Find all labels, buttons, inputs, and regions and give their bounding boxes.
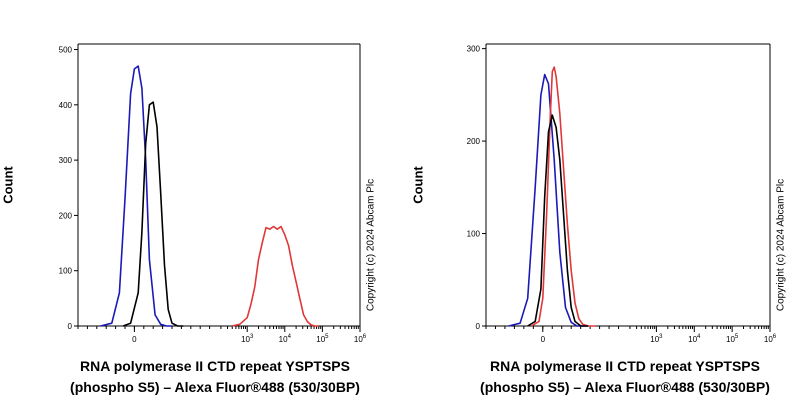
x-axis-label-line2: (phospho S5) – Alexa Fluor®488 (530/30BP… — [480, 379, 770, 395]
x-tick-label: 106 — [354, 334, 367, 344]
y-tick-label: 0 — [476, 322, 481, 331]
series-line-blue — [100, 65, 172, 327]
x-tick-exponent: 6 — [773, 334, 777, 340]
series-line-red — [232, 225, 319, 327]
y-tick-label: 500 — [59, 46, 73, 55]
x-tick-exponent: 4 — [288, 334, 292, 340]
histogram-chart-left: 0 100 200 300 400 500 0 103 104 105 106 — [59, 43, 367, 344]
x-axis-label-line1: RNA polymerase II CTD repeat YSPTSPS — [490, 358, 760, 374]
x-tick-exponent: 6 — [363, 334, 367, 340]
series-line-blue — [508, 73, 589, 327]
x-axis-label-line2: (phospho S5) – Alexa Fluor®488 (530/30BP… — [70, 379, 360, 395]
x-tick-exponent: 4 — [697, 334, 701, 340]
y-tick-label: 200 — [59, 211, 73, 220]
histogram-panel-right: Count 0 100 200 300 0 103 104 105 106 Copyright … — [410, 0, 800, 400]
x-tick-label: 103 — [241, 334, 254, 344]
x-tick-label: 105 — [726, 334, 739, 344]
series-line-black — [122, 101, 184, 327]
x-tick-label: 105 — [316, 334, 329, 344]
x-tick-label: 104 — [688, 334, 701, 344]
x-tick-label: 0 — [541, 335, 546, 344]
y-tick-label: 400 — [59, 101, 73, 110]
x-tick-exponent: 3 — [659, 334, 663, 340]
series-line-black — [527, 114, 589, 327]
y-tick-label: 300 — [59, 156, 73, 165]
x-tick-label: 104 — [279, 334, 292, 344]
histogram-panel-left: Count 0 100 200 300 400 500 0 103 104 105 106 Copy… — [1, 43, 377, 395]
series-line-red — [530, 66, 596, 327]
y-tick-label: 200 — [467, 137, 481, 146]
x-tick-exponent: 5 — [325, 334, 329, 340]
x-tick-label: 103 — [650, 334, 663, 344]
y-tick-label: 100 — [59, 267, 73, 276]
x-tick-label: 106 — [764, 334, 777, 344]
y-tick-label: 0 — [68, 322, 73, 331]
x-tick-label: 0 — [132, 335, 137, 344]
y-tick-label: 100 — [467, 230, 481, 239]
histogram-chart-right: 0 100 200 300 0 103 104 105 106 — [467, 43, 777, 344]
x-tick-exponent: 3 — [250, 334, 254, 340]
x-axis-label-line1: RNA polymerase II CTD repeat YSPTSPS — [80, 358, 350, 374]
x-tick-exponent: 5 — [735, 334, 739, 340]
y-tick-label: 300 — [467, 45, 481, 54]
